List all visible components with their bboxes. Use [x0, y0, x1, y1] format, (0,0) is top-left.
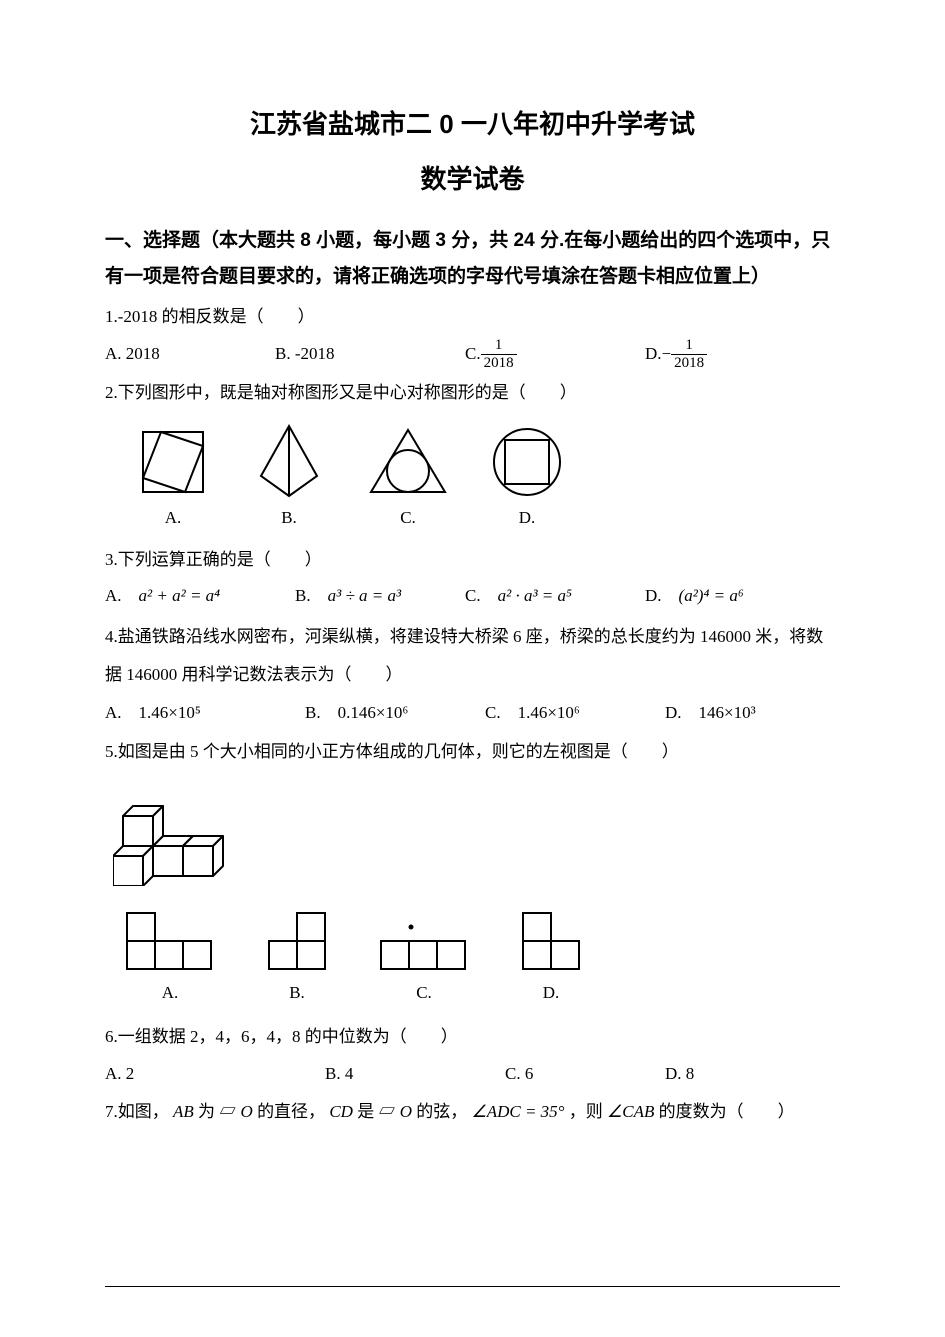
q1-d-fraction: 1 2018 [671, 337, 707, 371]
exam-title-sub: 数学试卷 [105, 155, 840, 204]
q7-circ1: ▱ [219, 1102, 236, 1121]
q5-view-a [125, 911, 215, 971]
frac-num: 1 [481, 337, 517, 354]
q5-view-b [265, 911, 329, 971]
q1-opt-d: D. − 1 2018 [645, 337, 707, 371]
q5-stem: 5.如图是由 5 个大小相同的小正方体组成的几何体，则它的左视图是（ ） [105, 736, 840, 768]
q7-ab: AB [173, 1102, 194, 1121]
q2-label-b: B. [251, 502, 327, 534]
q5-views [125, 911, 840, 971]
q5-view-d [519, 911, 583, 971]
opt-label: D. [645, 580, 679, 612]
q6-opt-c: C. 6 [505, 1058, 665, 1090]
frac-den: 2018 [481, 354, 517, 372]
q2-label-a: A. [135, 502, 211, 534]
q3-opt-c: C. a² · a³ = a⁵ [465, 580, 645, 612]
exam-title-main: 江苏省盐城市二 0 一八年初中升学考试 [105, 100, 840, 149]
q2-stem: 2.下列图形中，既是轴对称图形又是中心对称图形的是（ ） [105, 377, 840, 409]
opt-label: A. [105, 580, 139, 612]
q7-t7: 的度数为（ ） [659, 1102, 795, 1121]
q7-t2: 为 [198, 1102, 219, 1121]
q3-opt-a: A. a² + a² = a⁴ [105, 580, 295, 612]
q1-options: A. 2018 B. -2018 C. 1 2018 D. − 1 2018 [105, 337, 840, 371]
q7-o1: O [241, 1102, 253, 1121]
q7-t4: 是 [357, 1102, 378, 1121]
frac-num: 1 [671, 337, 707, 354]
q2-labels: A. B. C. D. [135, 502, 840, 534]
opt-eq: a³ ÷ a = a³ [328, 580, 402, 612]
opt-label: B. [295, 580, 328, 612]
q1-c-label: C. [465, 338, 481, 370]
q5-label-a: A. [125, 977, 215, 1009]
q4-options: A. 1.46×10⁵ B. 0.146×10⁶ C. 1.46×10⁶ D. … [105, 697, 840, 729]
opt-eq: a² · a³ = a⁵ [498, 580, 572, 612]
q2-label-c: C. [367, 502, 449, 534]
q4-opt-d: D. 146×10³ [665, 697, 756, 729]
q4-opt-b: B. 0.146×10⁶ [305, 697, 485, 729]
q7-o2: O [400, 1102, 412, 1121]
q1-opt-c: C. 1 2018 [465, 337, 645, 371]
q4-opt-c: C. 1.46×10⁶ [485, 697, 665, 729]
q2-shape-d [489, 426, 565, 498]
opt-eq: (a²)⁴ = a⁶ [679, 580, 744, 612]
q6-opt-d: D. 8 [665, 1058, 694, 1090]
q2-shape-b [251, 422, 327, 498]
q1-opt-b: B. -2018 [275, 338, 465, 370]
q5-labels: A. B. C. D. [125, 977, 840, 1009]
q1-opt-a: A. 2018 [105, 338, 275, 370]
q2-label-d: D. [489, 502, 565, 534]
q7-ang2: ∠CAB [607, 1102, 654, 1121]
q1-d-neg: − [662, 338, 672, 370]
q7-ang1: ∠ADC = 35° [471, 1102, 564, 1121]
q3-options: A. a² + a² = a⁴ B. a³ ÷ a = a³ C. a² · a… [105, 580, 840, 612]
q6-opt-a: A. 2 [105, 1058, 325, 1090]
q1-d-label: D. [645, 338, 662, 370]
q4-stem: 4.盐通铁路沿线水网密布，河渠纵横，将建设特大桥梁 6 座，桥梁的总长度约为 1… [105, 618, 840, 693]
q6-stem: 6.一组数据 2，4，6，4，8 的中位数为（ ） [105, 1021, 840, 1053]
q3-stem: 3.下列运算正确的是（ ） [105, 544, 840, 576]
section-heading: 一、选择题（本大题共 8 小题，每小题 3 分，共 24 分.在每小题给出的四个… [105, 223, 840, 295]
q6-options: A. 2 B. 4 C. 6 D. 8 [105, 1058, 840, 1090]
q5-label-b: B. [265, 977, 329, 1009]
footer-rule [105, 1286, 840, 1287]
opt-eq: a² + a² = a⁴ [139, 580, 221, 612]
q7-circ2: ▱ [378, 1102, 395, 1121]
q4-opt-a: A. 1.46×10⁵ [105, 697, 305, 729]
q3-opt-b: B. a³ ÷ a = a³ [295, 580, 465, 612]
q2-shape-a [135, 426, 211, 498]
q6-opt-b: B. 4 [325, 1058, 505, 1090]
opt-label: C. [465, 580, 498, 612]
q2-shapes [135, 422, 840, 498]
q3-opt-d: D. (a²)⁴ = a⁶ [645, 580, 744, 612]
q7-t6: ，则 [569, 1102, 607, 1121]
q7-t1: 7.如图， [105, 1102, 169, 1121]
q7-cd: CD [329, 1102, 353, 1121]
q5-view-c [379, 911, 469, 971]
q5-label-c: C. [379, 977, 469, 1009]
frac-den: 2018 [671, 354, 707, 372]
q5-label-d: D. [519, 977, 583, 1009]
q7-t5: 的弦， [416, 1102, 467, 1121]
q1-stem: 1.-2018 的相反数是（ ） [105, 301, 840, 333]
q2-shape-c [367, 426, 449, 498]
q7-t3: 的直径， [257, 1102, 325, 1121]
q1-c-fraction: 1 2018 [481, 337, 517, 371]
q5-solid-figure [113, 776, 840, 897]
q7-stem: 7.如图， AB 为 ▱ O 的直径， CD 是 ▱ O 的弦， ∠ADC = … [105, 1096, 840, 1128]
